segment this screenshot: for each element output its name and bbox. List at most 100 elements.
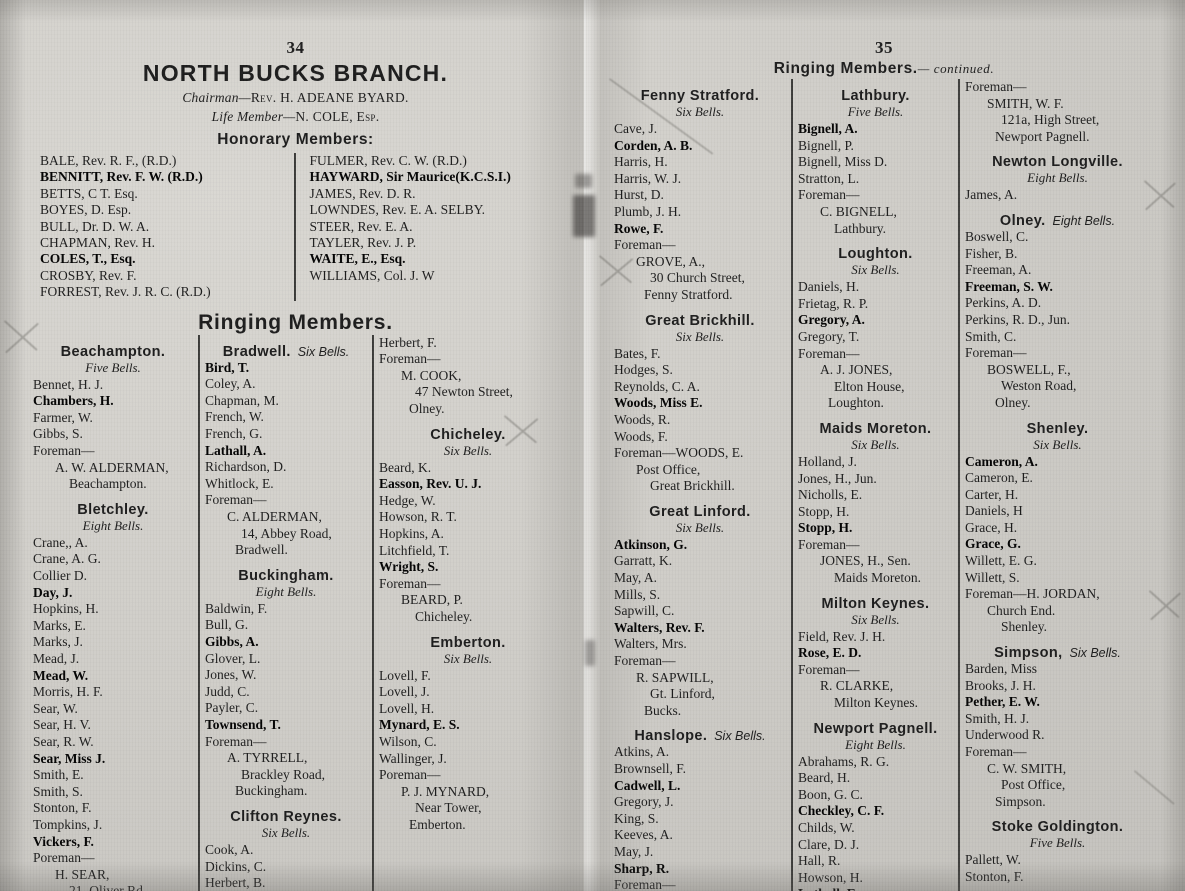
tower-member: Clare, D. J. bbox=[798, 836, 860, 852]
ringing-heading-text: Ringing Members. bbox=[773, 60, 918, 77]
tower-member: Howson, H. bbox=[798, 869, 863, 885]
tower-member: Atkinson, G. bbox=[614, 536, 688, 552]
tower-name: Stoke Goldington. bbox=[991, 819, 1124, 836]
tower-member: Bird, T. bbox=[205, 359, 250, 375]
tower-member: Hopkins, A. bbox=[379, 526, 444, 541]
tower-member: Rowe, F. bbox=[614, 220, 664, 236]
foreman-address-line: R. SAPWILL, bbox=[636, 669, 714, 685]
tower-member: Beard, K. bbox=[379, 459, 432, 475]
tower-member: Howson, R. T. bbox=[379, 509, 457, 525]
tower-member: Judd, C. bbox=[205, 683, 250, 699]
tower-member: Willett, E. G. bbox=[965, 553, 1037, 569]
tower-member: Freeman, S. W. bbox=[965, 278, 1053, 294]
tower-member: Woods, Miss E. bbox=[614, 395, 703, 411]
tower-column: Bradwell. Six Bells. Bird, T. Coley, A. Cha… bbox=[198, 334, 372, 891]
foreman-address-line: Gt. Linford, bbox=[650, 686, 715, 702]
tower-member: Sear, Miss J. bbox=[33, 750, 106, 766]
tower-member: Lovell, H. bbox=[379, 700, 435, 716]
life-member-label: Life Member— bbox=[211, 109, 296, 124]
tower-member: Corden, A. B. bbox=[614, 137, 693, 153]
foreman-address-line: P. J. MYNARD, bbox=[401, 783, 490, 799]
tower-column: Herbert, F. Foreman— M. COOK, 47 Newton Str… bbox=[372, 334, 562, 891]
honorary-member: BULL, Dr. D. W. A. bbox=[40, 218, 150, 234]
tower-member: Grace, G. bbox=[965, 536, 1021, 552]
tower-name: Emberton. bbox=[430, 634, 506, 651]
foreman-label: Foreman— bbox=[614, 877, 676, 891]
honorary-member: CHAPMAN, Rev. H. bbox=[40, 235, 156, 251]
foreman-label: Foreman— bbox=[965, 744, 1027, 759]
tower-member: Gibbs, S. bbox=[33, 426, 83, 442]
chairman-line: Chairman—Rev. H. ADEANE BYARD. bbox=[28, 90, 563, 106]
tower-member: Brownsell, F. bbox=[614, 761, 687, 776]
tower-member: Coley, A. bbox=[205, 376, 256, 392]
tower-entry: Foreman— SMITH, W. F. 121a, High Street, Ne… bbox=[965, 79, 1150, 145]
tower-column: Foreman— SMITH, W. F. 121a, High Street, Ne… bbox=[958, 79, 1155, 891]
tower-member: Sharp, R. bbox=[614, 860, 670, 876]
tower-column: Beachampton. Five Bells. Bennet, H. J. Cham… bbox=[28, 335, 198, 891]
foreman-address-line: Weston Road, bbox=[1001, 378, 1077, 394]
foreman-address-line: A. TYRRELL, bbox=[227, 750, 308, 766]
tower-bells: Six Bells. bbox=[1033, 436, 1082, 452]
tower-entry: Maids Moreton. Six Bells. Holland, J. Jones… bbox=[798, 421, 953, 587]
tower-name: Milton Keynes. bbox=[821, 595, 930, 612]
tower-member: Freeman, A. bbox=[965, 262, 1032, 278]
tower-member: Bignell, P. bbox=[798, 137, 854, 153]
tower-name: Newport Pagnell. bbox=[813, 720, 938, 737]
tower-member: Lathall, A. bbox=[205, 442, 267, 458]
tower-member: Litchfield, T. bbox=[379, 542, 450, 558]
tower-member: Whitlock, E. bbox=[205, 475, 274, 491]
tower-member: Sear, W. bbox=[33, 700, 78, 716]
tower-member: Hurst, D. bbox=[614, 187, 664, 203]
tower-member: May, A. bbox=[614, 570, 657, 586]
tower-member: Dickins, C. bbox=[205, 858, 267, 874]
tower-name: Chicheley. bbox=[430, 426, 506, 443]
foreman-address-line: Brackley Road, bbox=[241, 766, 325, 782]
tower-member: Woods, R. bbox=[614, 411, 671, 427]
foreman-address-line: Church End. bbox=[987, 602, 1056, 618]
tower-bells: Five Bells. bbox=[847, 104, 904, 119]
tower-member: Willett, S. bbox=[965, 569, 1020, 585]
foreman-label: Poreman— bbox=[379, 767, 441, 783]
foreman-address-line: Newport Pagnell. bbox=[995, 128, 1090, 144]
tower-member: Crane, A. G. bbox=[33, 551, 101, 567]
tower-bells: Eight Bells. bbox=[255, 583, 317, 599]
right-page: 35 Ringing Members.— continued. Fenny St… bbox=[585, 0, 1185, 891]
honorary-member: BALE, Rev. R. F., (R.D.) bbox=[40, 153, 177, 168]
tower-member: Walters, Mrs. bbox=[614, 636, 687, 652]
honorary-member: TAYLER, Rev. J. P. bbox=[309, 235, 417, 251]
foreman-label: Foreman— bbox=[33, 443, 95, 459]
tower-member: Stratton, L. bbox=[798, 170, 860, 186]
honorary-member: BENNITT, Rev. F. W. (R.D.) bbox=[40, 169, 203, 185]
tower-member: Childs, W. bbox=[798, 820, 855, 835]
tower-member: Pallett, W. bbox=[965, 852, 1021, 868]
tower-bells-inline: Six Bells. bbox=[1062, 646, 1121, 661]
tower-member: Smith, H. J. bbox=[965, 710, 1030, 726]
foreman-address-line: 21, Oliver Rd. bbox=[69, 883, 147, 891]
honorary-member: COLES, T., Esq. bbox=[40, 251, 136, 267]
tower-column: Fenny Stratford. Six Bells. Cave, J. Corden… bbox=[609, 79, 791, 891]
foreman-label: Foreman— bbox=[614, 237, 676, 253]
tower-member: May, J. bbox=[614, 843, 654, 859]
tower-member: Cameron, E. bbox=[965, 470, 1033, 486]
tower-member: Nicholls, E. bbox=[798, 487, 863, 503]
tower-member: Cook, A. bbox=[205, 841, 254, 857]
tower-member: Pether, E. W. bbox=[965, 694, 1040, 710]
tower-member: Woods, F. bbox=[614, 428, 668, 444]
foreman-address-line: Olney. bbox=[995, 394, 1031, 410]
tower-member: Glover, L. bbox=[205, 650, 261, 666]
life-member-line: Life Member—N. COLE, Esp. bbox=[28, 109, 563, 125]
foreman-address-line: GROVE, A., bbox=[636, 253, 706, 269]
tower-member: Lovell, J. bbox=[379, 684, 430, 700]
tower-entry: Buckingham. Eight Bells. Baldwin, F. Bull, … bbox=[205, 568, 367, 800]
tower-entry: Shenley. Six Bells. Cameron, A. Cameron, E.… bbox=[965, 421, 1150, 637]
tower-member: Barden, Miss bbox=[965, 661, 1037, 677]
tower-member: Frietag, R. P. bbox=[798, 295, 869, 311]
tower-member: Easson, Rev. U. J. bbox=[379, 476, 482, 492]
tower-member: Gibbs, A. bbox=[205, 633, 259, 649]
tower-member: Chapman, M. bbox=[205, 392, 279, 408]
left-tower-columns: Beachampton. Five Bells. Bennet, H. J. Cham… bbox=[28, 334, 563, 891]
tower-entry: Bletchley. Eight Bells. Crane,, A. Crane, A… bbox=[33, 502, 193, 891]
tower-member: Marks, E. bbox=[33, 617, 86, 633]
tower-entry: Stoke Goldington. Five Bells. Pallett, W. S… bbox=[965, 819, 1150, 885]
tower-member: French, W. bbox=[205, 409, 264, 425]
